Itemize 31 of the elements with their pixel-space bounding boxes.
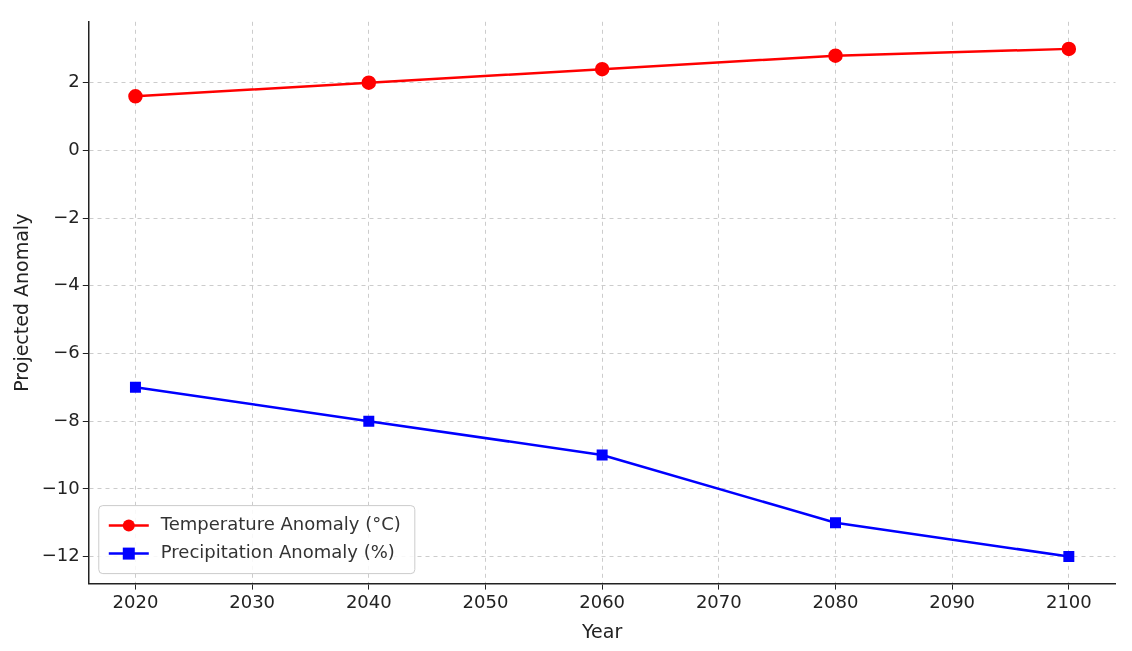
point: [128, 89, 143, 104]
x-tick-label: 2100: [1045, 591, 1092, 613]
y-tick-label: −2: [53, 205, 80, 227]
x-axis-title: Year: [581, 619, 623, 642]
point: [594, 61, 610, 77]
y-tick-label: −12: [41, 544, 80, 566]
x-tick-label: 2060: [579, 591, 626, 613]
x-tick-label: 2020: [112, 591, 159, 613]
y-axis-title: Projected Anomaly: [10, 213, 33, 392]
point: [1063, 551, 1075, 563]
legend-label: Temperature Anomaly (°C): [159, 513, 401, 535]
point: [830, 517, 841, 529]
point: [363, 415, 375, 427]
point: [129, 381, 141, 393]
x-tick-label: 2030: [229, 591, 276, 613]
y-tick-label: −8: [53, 408, 80, 430]
x-tick-label: 2070: [695, 591, 742, 613]
y-tick-label: 0: [68, 138, 80, 160]
x-tick-label: 2090: [929, 591, 976, 613]
point: [828, 48, 843, 63]
y-tick-label: −6: [53, 341, 80, 363]
y-tick-label: 2: [68, 70, 80, 92]
point: [361, 75, 377, 90]
x-tick-label: 2040: [345, 591, 392, 613]
point: [596, 449, 608, 461]
legend-label: Precipitation Anomaly (%): [160, 541, 395, 563]
y-tick-label: −4: [53, 273, 80, 295]
x-tick-label: 2080: [812, 591, 859, 613]
x-tick-label: 2050: [462, 591, 509, 613]
y-tick-label: −10: [41, 476, 80, 498]
point: [1061, 41, 1077, 57]
